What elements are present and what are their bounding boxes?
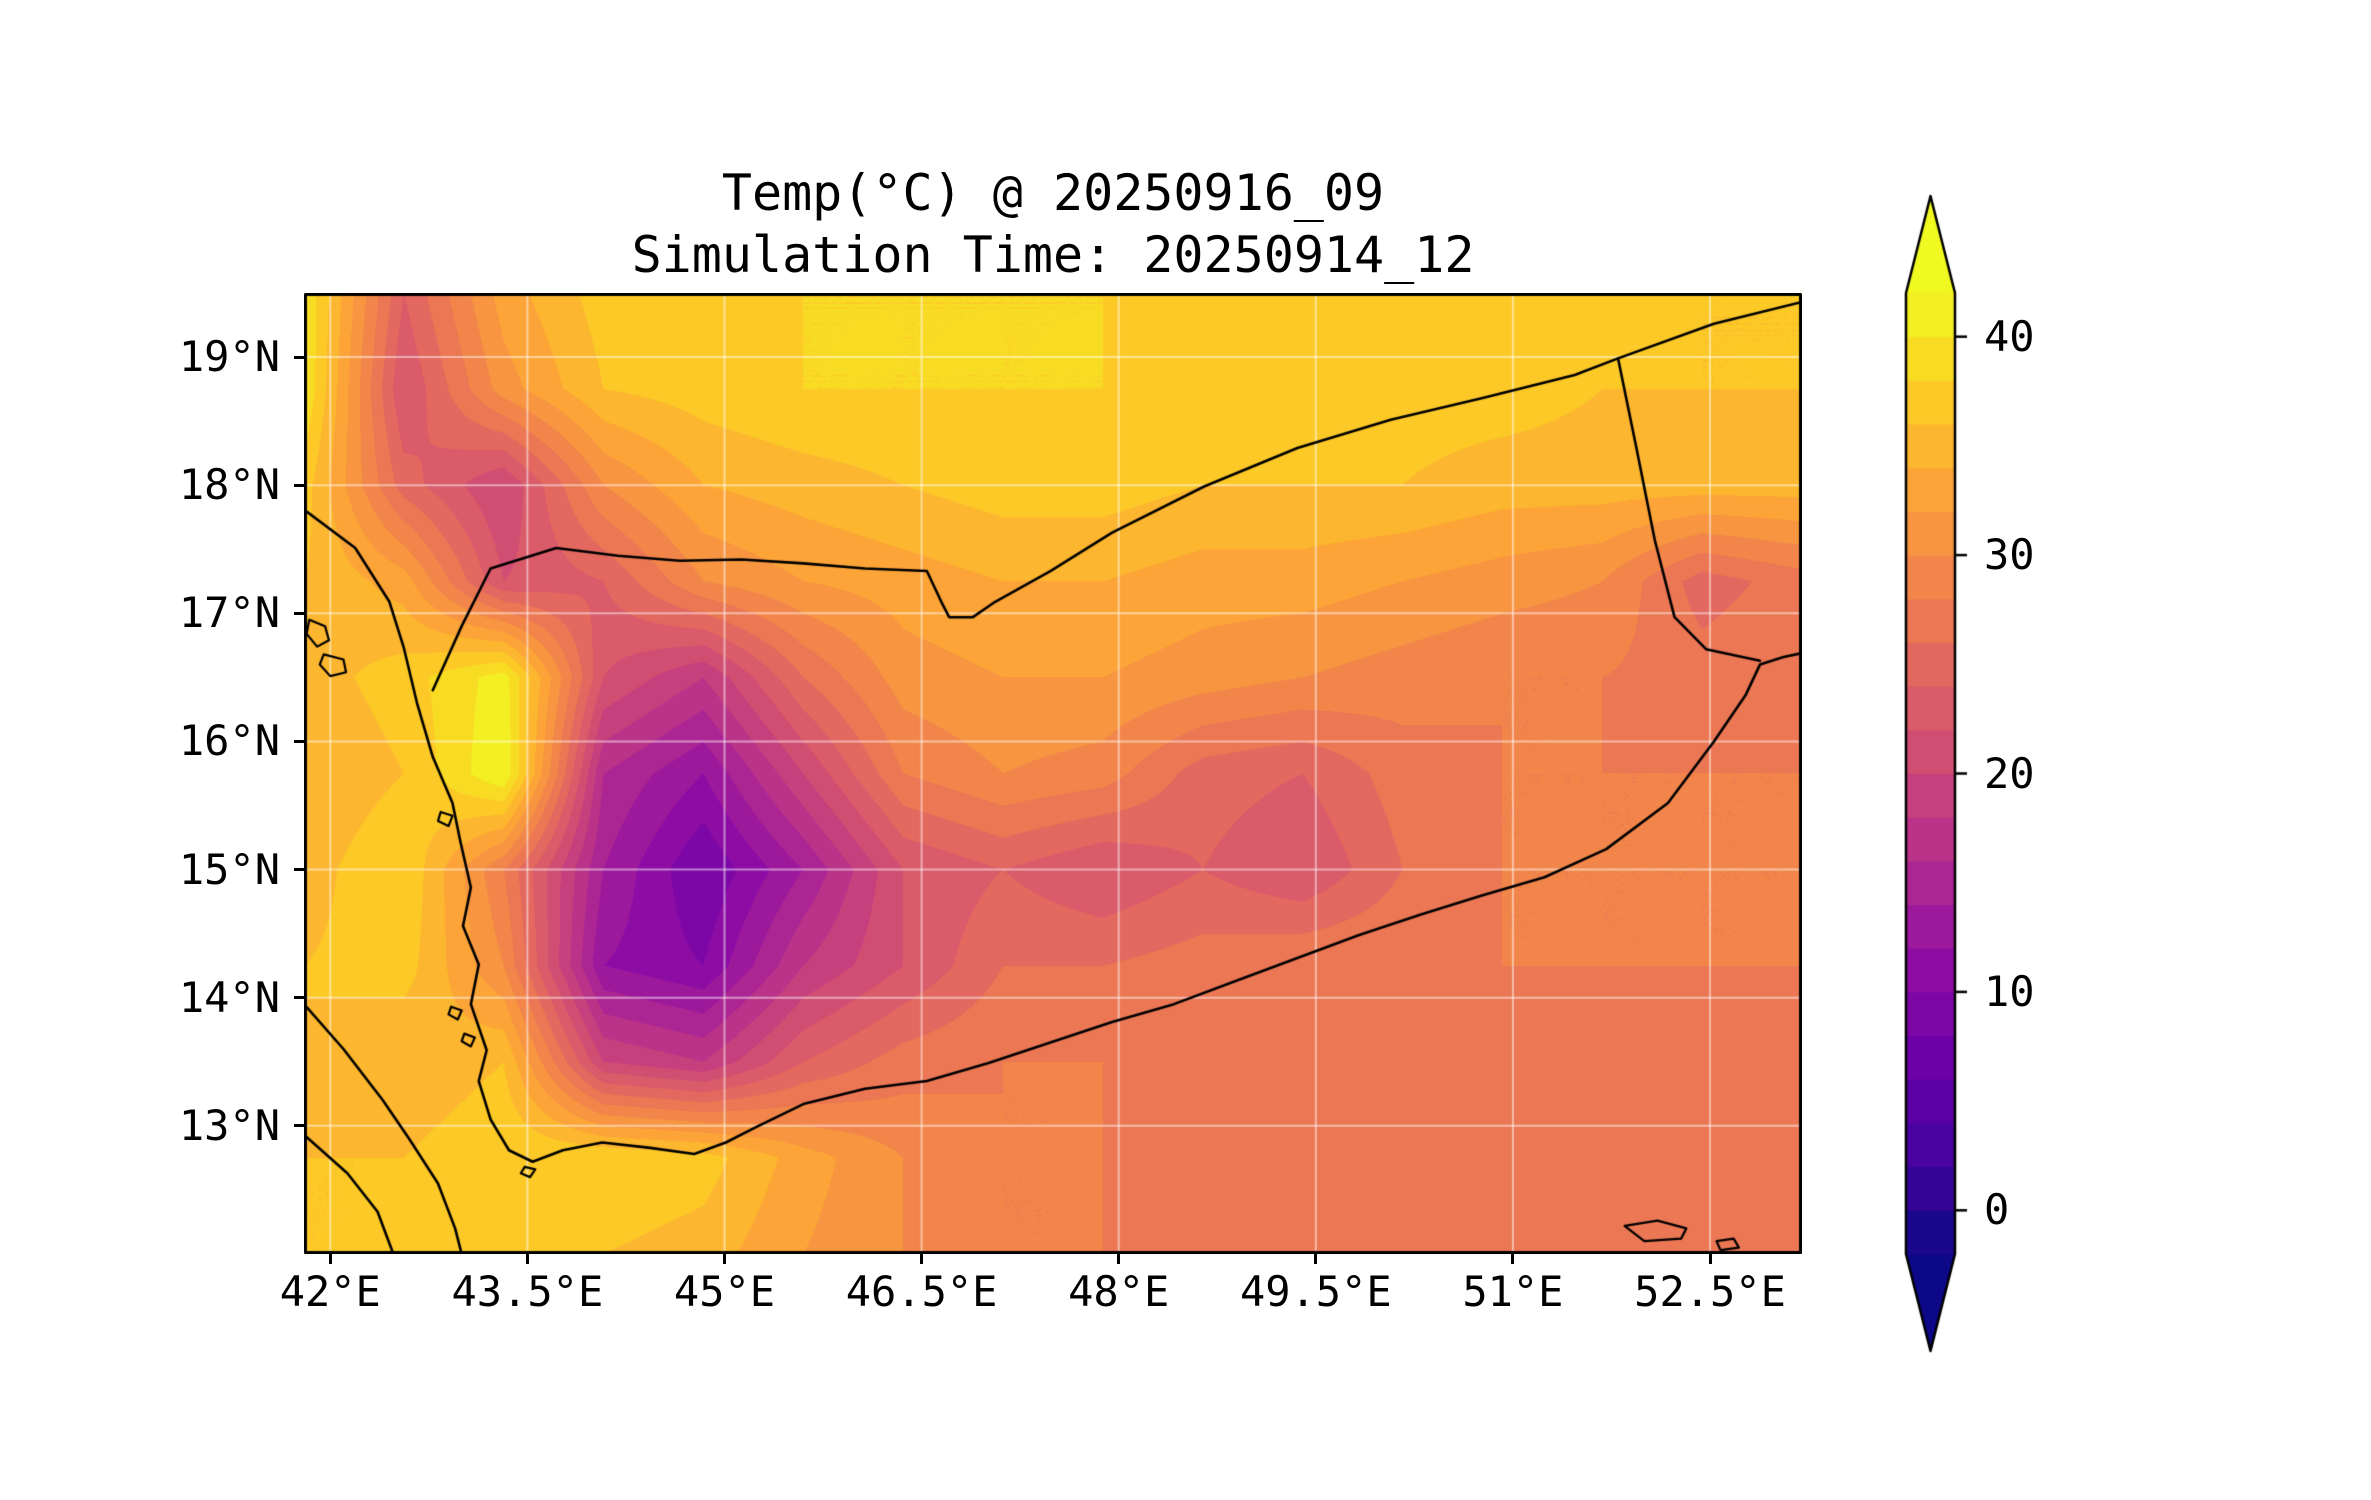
x-tick-mark: [525, 1254, 529, 1264]
colorbar-tick-label: 0: [1984, 1185, 2010, 1235]
colorbar-tick-label: 20: [1984, 748, 2035, 798]
colorbar-tick-label: 30: [1984, 530, 2035, 580]
colorbar-tick-label: 10: [1984, 966, 2035, 1016]
x-tick-mark: [920, 1254, 924, 1264]
y-tick-label: 13°N: [178, 1100, 280, 1150]
x-tick-mark: [1117, 1254, 1121, 1264]
y-tick-label: 16°N: [178, 716, 280, 766]
x-tick-label: 46.5°E: [845, 1267, 998, 1316]
y-tick-label: 14°N: [178, 972, 280, 1022]
x-tick-label: 45°E: [673, 1267, 776, 1316]
colorbar: [1904, 194, 1974, 1353]
x-tick-label: 43.5°E: [451, 1267, 604, 1316]
y-tick-mark: [294, 1124, 304, 1128]
chart-subtitle: Simulation Time: 20250914_12: [631, 226, 1475, 284]
x-tick-mark: [722, 1254, 726, 1264]
y-tick-mark: [294, 355, 304, 359]
chart-title-block: Temp(°C) @ 20250916_09 Simulation Time: …: [304, 162, 1802, 286]
temperature-map: [304, 293, 1802, 1254]
x-tick-mark: [1511, 1254, 1515, 1264]
y-tick-label: 15°N: [178, 844, 280, 894]
y-tick-mark: [294, 483, 304, 487]
y-tick-mark: [294, 996, 304, 1000]
y-tick-label: 19°N: [178, 332, 280, 382]
y-tick-label: 17°N: [178, 588, 280, 638]
x-tick-mark: [1708, 1254, 1712, 1264]
y-tick-label: 18°N: [178, 460, 280, 510]
x-tick-label: 51°E: [1462, 1267, 1564, 1316]
y-tick-mark: [294, 611, 304, 615]
x-tick-label: 42°E: [279, 1267, 381, 1316]
y-tick-mark: [294, 868, 304, 872]
colorbar-tick-label: 40: [1984, 311, 2035, 361]
x-tick-label: 52.5°E: [1634, 1267, 1786, 1316]
y-tick-mark: [294, 739, 304, 743]
x-tick-label: 49.5°E: [1239, 1267, 1392, 1316]
x-tick-mark: [1314, 1254, 1318, 1264]
chart-title: Temp(°C) @ 20250916_09: [721, 164, 1385, 222]
x-tick-mark: [328, 1254, 332, 1264]
x-tick-label: 48°E: [1068, 1267, 1170, 1316]
